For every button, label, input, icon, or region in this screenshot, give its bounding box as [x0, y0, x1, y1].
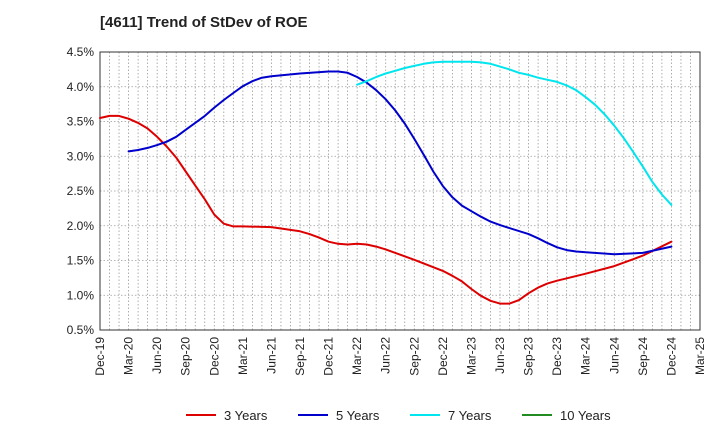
- y-tick-label: 3.5%: [67, 115, 95, 129]
- x-tick-label: Sep-22: [407, 337, 421, 376]
- x-tick-label: Mar-25: [693, 337, 707, 375]
- x-tick-label: Dec-20: [207, 337, 221, 376]
- x-tick-label: Sep-24: [636, 337, 650, 376]
- x-tick-label: Mar-20: [122, 337, 136, 375]
- chart-title: [4611] Trend of StDev of ROE: [100, 14, 308, 31]
- y-tick-label: 1.0%: [67, 288, 95, 302]
- x-tick-label: Jun-24: [607, 337, 621, 374]
- x-tick-label: Sep-23: [522, 337, 536, 376]
- x-tick-label: Dec-22: [436, 337, 450, 376]
- x-tick-label: Jun-21: [264, 337, 278, 374]
- legend-label: 3 Years: [224, 408, 268, 423]
- x-tick-label: Mar-21: [236, 337, 250, 375]
- y-tick-label: 2.5%: [67, 184, 95, 198]
- x-tick-label: Mar-23: [464, 337, 478, 375]
- x-tick-label: Jun-22: [379, 337, 393, 374]
- x-axis-ticks: Dec-19 Mar-20 Jun-20 Sep-20 Dec-20 Mar-21 Jun-…: [93, 337, 707, 376]
- grid: [100, 52, 700, 330]
- y-tick-label: 4.5%: [67, 45, 95, 59]
- x-tick-label: Dec-23: [550, 337, 564, 376]
- y-tick-label: 3.0%: [67, 149, 95, 163]
- legend-label: 10 Years: [560, 408, 611, 423]
- x-tick-label: Jun-20: [150, 337, 164, 374]
- y-tick-label: 2.0%: [67, 219, 95, 233]
- series-line-3-years: [99, 114, 673, 305]
- series-line-7-years: [356, 60, 673, 206]
- series-line-5-years: [127, 70, 673, 256]
- y-tick-label: 0.5%: [67, 323, 95, 337]
- legend: 3 Years 5 Years 7 Years 10 Years: [186, 408, 611, 423]
- x-tick-label: Jun-23: [493, 337, 507, 374]
- x-tick-label: Sep-21: [293, 337, 307, 376]
- legend-label: 7 Years: [448, 408, 492, 423]
- x-tick-label: Dec-24: [664, 337, 678, 376]
- y-tick-label: 4.0%: [67, 80, 95, 94]
- y-axis-ticks: 0.5% 1.0% 1.5% 2.0% 2.5% 3.0% 3.5% 4.0% 4.5%: [67, 45, 95, 337]
- x-tick-label: Dec-21: [322, 337, 336, 376]
- x-tick-label: Dec-19: [93, 337, 107, 376]
- x-tick-label: Mar-24: [579, 337, 593, 375]
- x-tick-label: Sep-20: [179, 337, 193, 376]
- y-tick-label: 1.5%: [67, 254, 95, 268]
- x-tick-label: Mar-22: [350, 337, 364, 375]
- series-lines: [99, 60, 673, 305]
- legend-label: 5 Years: [336, 408, 380, 423]
- plot-area-frame: [99, 51, 701, 331]
